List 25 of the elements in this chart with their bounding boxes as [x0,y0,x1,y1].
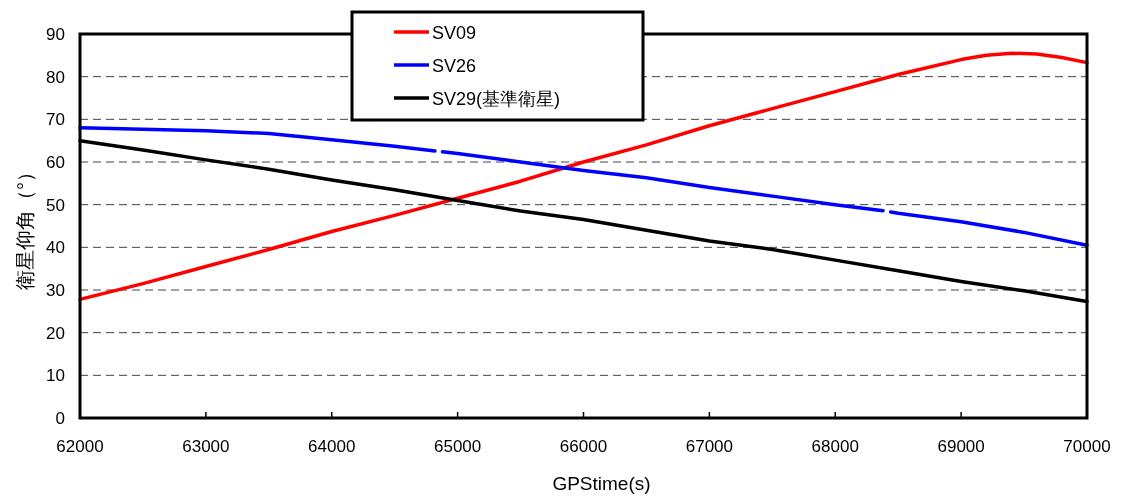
x-axis-title: GPStime(s) [552,473,651,494]
y-tick-label: 50 [46,195,65,215]
y-tick-label: 10 [46,366,65,386]
y-tick-label: 30 [46,281,65,300]
y-axis-title: 衛星仰角（°） [14,162,36,290]
x-tick-label: 68000 [811,437,859,456]
y-tick-label: 70 [46,110,65,130]
x-tick-label: 64000 [308,437,356,456]
x-tick-label: 63000 [182,437,230,456]
legend-label: SV09 [432,23,477,43]
y-tick-label: 60 [46,153,65,172]
y-tick-label: 20 [46,323,65,343]
line-series [78,51,1089,302]
x-tick-label: 65000 [433,437,482,456]
y-tick-label: 80 [46,67,65,87]
y-tick-label: 40 [46,238,65,258]
x-tick-label: 69000 [937,437,985,456]
legend-label: SV26 [432,56,477,76]
x-tick-label: 67000 [685,437,734,456]
legend-label: SV29(基準衛星) [432,89,561,109]
x-tick-label: 70000 [1063,437,1111,456]
y-tick-label: 0 [55,409,65,428]
x-tick-label: 62000 [56,437,104,456]
x-tick-label: 66000 [559,437,608,456]
y-tick-label: 90 [46,25,65,44]
